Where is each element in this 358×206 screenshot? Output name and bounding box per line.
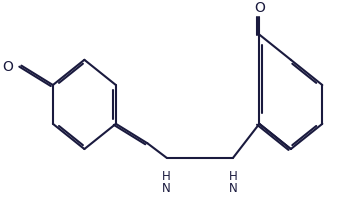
Text: H
N: H N [162, 170, 171, 194]
Text: O: O [2, 59, 13, 73]
Text: O: O [254, 1, 265, 15]
Text: H
N: H N [229, 170, 237, 194]
